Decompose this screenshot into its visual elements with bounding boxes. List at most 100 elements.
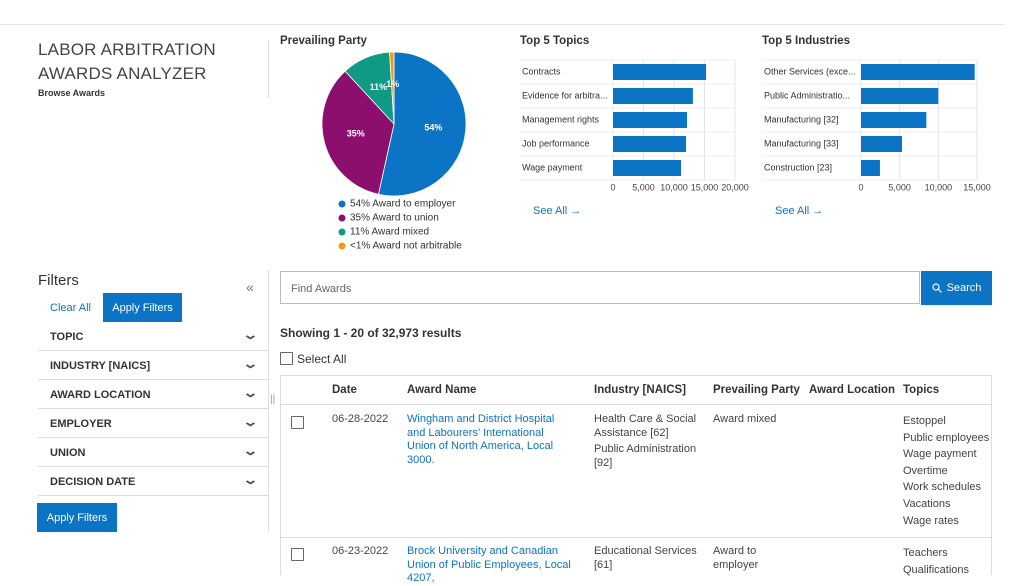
bar (613, 64, 707, 80)
see-all-link[interactable]: See All → (775, 205, 824, 217)
row-checkbox[interactable] (291, 416, 304, 429)
column-header: Award Name (407, 384, 477, 396)
x-tick-label: 15,000 (691, 182, 719, 192)
legend-label: 35% Award to union (350, 213, 439, 224)
slice-label: 35% (347, 129, 365, 139)
resize-handle[interactable]: || (270, 394, 276, 405)
bar (613, 112, 687, 128)
filter-label: DECISION DATE (50, 476, 136, 488)
chart-title: Prevailing Party (280, 35, 368, 47)
apply-filters-button[interactable]: Apply Filters (103, 293, 182, 322)
search-input[interactable]: Find Awards (280, 271, 920, 304)
results-summary: Showing 1 - 20 of 32,973 results (280, 326, 462, 340)
search-label: Search (946, 282, 982, 294)
topic: Public employees (903, 431, 990, 444)
legend-label: 11% Award mixed (350, 227, 429, 238)
award-name-link[interactable]: Brock University and Canadian Union of P… (407, 545, 571, 584)
collapse-button[interactable]: « (246, 279, 254, 295)
see-all-link[interactable]: See All → (533, 205, 582, 217)
bar (861, 88, 939, 104)
chevron: ⌄ (242, 356, 259, 371)
bar-chart: Top 5 Topics 0 5,000 10,000 15,000 20,000 Cont… (520, 35, 749, 192)
page: LABOR ARBITRATION AWARDS ANALYZER Browse… (0, 24, 1005, 584)
prevailing-party: Award to employer (713, 545, 759, 571)
app-subtitle: Browse Awards (38, 88, 106, 98)
topic: Overtime (903, 464, 948, 477)
y-tick-label: Wage payment (522, 162, 583, 172)
award-date: 06-28-2022 (332, 413, 389, 425)
bar (861, 112, 927, 128)
pie-slice (321, 70, 395, 195)
bar-chart: Top 5 Industries 0 5,000 10,000 15,000 Other … (762, 35, 991, 192)
apply-filters-button[interactable]: Apply Filters (37, 503, 117, 532)
search-button[interactable]: Search (921, 271, 992, 305)
bar (861, 64, 975, 80)
filter-row[interactable]: EMPLOYER ⌄ (38, 409, 268, 438)
y-tick-label: Manufacturing [32] (764, 114, 839, 124)
pie-slice (389, 51, 395, 125)
slice-label: 54% (424, 123, 442, 133)
app-title: LABOR ARBITRATION AWARDS ANALYZER (38, 40, 216, 83)
slice-label: 11% (370, 82, 388, 92)
award-name-link[interactable]: Wingham and District Hospital and Labour… (407, 413, 555, 466)
topic-list: Teachers Qualifications (903, 545, 969, 578)
y-tick-label: Other Services (exce... (764, 66, 856, 76)
industry: Public Administration [92] (594, 443, 697, 469)
search-placeholder: Find Awards (291, 283, 352, 295)
bar (861, 136, 902, 152)
legend-label: 54% Award to employer (350, 199, 456, 210)
y-tick-label: Management rights (522, 114, 600, 124)
slice-label: 1% (386, 79, 399, 89)
y-tick-label: Construction [23] (764, 162, 832, 172)
y-tick-label: Job performance (522, 138, 590, 148)
filter-row[interactable]: AWARD LOCATION ⌄ (38, 380, 268, 409)
chevron: ⌄ (242, 327, 259, 342)
select-all-label: Select All (297, 352, 347, 366)
chevron: ⌄ (242, 472, 259, 487)
industry-list: Educational Services [61] (594, 545, 699, 572)
industry-list: Health Care & Social Assistance [62] Pub… (594, 413, 699, 470)
top-border (0, 24, 1005, 25)
column-header: Date (332, 384, 357, 396)
chart-title: Top 5 Industries (762, 35, 850, 47)
column-header: Award Location (809, 384, 896, 396)
bar (613, 160, 682, 176)
filter-row[interactable]: UNION ⌄ (38, 438, 268, 467)
panel-divider (268, 270, 269, 532)
y-tick-label: Public Administratio... (764, 90, 850, 100)
y-tick-label: Manufacturing [33] (764, 138, 839, 148)
select-all-checkbox[interactable] (280, 352, 293, 365)
topic: Vacations (903, 497, 951, 510)
bar (861, 160, 880, 176)
results-table (280, 375, 992, 575)
topic: Estoppel (903, 415, 946, 427)
filters-title: Filters (38, 272, 79, 289)
y-tick-label: Evidence for arbitra... (522, 90, 608, 100)
filter-label: INDUSTRY [NAICS] (50, 360, 151, 372)
topic: Teachers (903, 547, 948, 559)
x-tick-label: 10,000 (660, 182, 688, 192)
column-header: Topics (903, 384, 940, 396)
chevron: ⌄ (242, 414, 259, 429)
row-checkbox[interactable] (291, 548, 304, 561)
legend-label: <1% Award not arbitrable (350, 241, 462, 252)
filter-row[interactable]: TOPIC ⌄ (38, 322, 268, 351)
row-border (280, 537, 992, 538)
filter-row[interactable]: INDUSTRY [NAICS] ⌄ (38, 351, 268, 380)
topic: Wage payment (903, 448, 977, 461)
industry: Health Care & Social Assistance [62] (594, 413, 697, 439)
filter-row[interactable]: DECISION DATE ⌄ (38, 467, 268, 496)
x-tick-label: 5,000 (632, 182, 655, 192)
filter-label: AWARD LOCATION (50, 389, 151, 401)
topic: Wage rates (903, 514, 959, 527)
chevron: ⌄ (242, 385, 259, 400)
clear-all-link[interactable]: Clear All (50, 302, 91, 314)
x-tick-label: 15,000 (963, 182, 991, 192)
search-icon (931, 283, 942, 293)
legend-swatch (338, 228, 346, 236)
x-tick-label: 10,000 (925, 182, 953, 192)
x-tick-label: 5,000 (888, 182, 911, 192)
filter-label: TOPIC (50, 331, 84, 343)
chart-title: Top 5 Topics (520, 35, 589, 47)
legend-swatch (338, 242, 346, 250)
